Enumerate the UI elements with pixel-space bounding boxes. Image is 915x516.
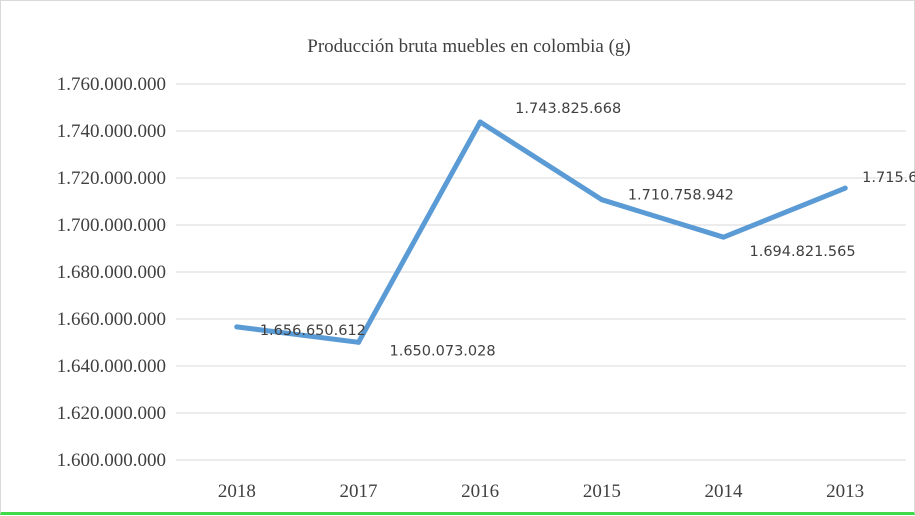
x-tick-label: 2015 bbox=[583, 481, 621, 502]
x-tick-label: 2018 bbox=[218, 481, 256, 502]
y-tick-label: 1.720.000.000 bbox=[57, 168, 166, 189]
x-tick-label: 2017 bbox=[340, 481, 378, 502]
data-labels: 1.656.650.612 1.650.073.028 1.743.825.668 1… bbox=[260, 101, 915, 359]
data-label: 1.743.825.668 bbox=[515, 101, 621, 117]
data-point bbox=[599, 197, 605, 203]
y-tick-label: 1.640.000.000 bbox=[57, 356, 166, 377]
x-tick-label: 2013 bbox=[826, 481, 864, 502]
x-tick-label: 2014 bbox=[705, 481, 744, 502]
data-label: 1.710.758.942 bbox=[628, 188, 734, 204]
data-point bbox=[234, 324, 240, 330]
series-layer bbox=[234, 119, 848, 345]
y-tick-label: 1.740.000.000 bbox=[57, 121, 166, 142]
data-point bbox=[842, 185, 848, 191]
data-point bbox=[721, 234, 726, 240]
x-axis-ticks: 2018 2017 2016 2015 2014 2013 bbox=[218, 481, 864, 502]
y-axis-ticks: 1.600.000.000 1.620.000.000 1.640.000.000 1… bbox=[57, 74, 166, 471]
y-tick-label: 1.660.000.000 bbox=[57, 309, 166, 330]
data-label: 1.650.073.028 bbox=[390, 343, 496, 359]
series-line bbox=[234, 119, 848, 345]
y-tick-label: 1.620.000.000 bbox=[57, 403, 166, 424]
gridlines bbox=[176, 83, 906, 461]
data-point bbox=[477, 119, 483, 125]
y-tick-label: 1.760.000.000 bbox=[57, 74, 166, 95]
x-tick-label: 2016 bbox=[461, 481, 499, 502]
data-point bbox=[356, 339, 361, 345]
chart-title: Producción bruta muebles en colombia (g) bbox=[307, 36, 630, 57]
y-tick-label: 1.700.000.000 bbox=[57, 215, 166, 236]
data-label: 1.715.679.160 bbox=[862, 170, 915, 186]
data-label: 1.694.821.565 bbox=[750, 244, 856, 260]
y-tick-label: 1.680.000.000 bbox=[57, 262, 166, 283]
y-tick-label: 1.600.000.000 bbox=[57, 450, 166, 471]
data-label: 1.656.650.612 bbox=[260, 323, 366, 339]
